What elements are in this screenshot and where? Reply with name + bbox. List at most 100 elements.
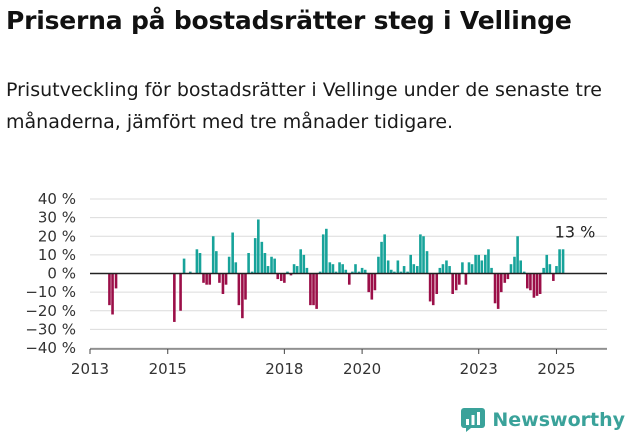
bar: [111, 273, 114, 315]
x-tick-label: 2020: [343, 360, 381, 378]
newsworthy-logo: Newsworthy: [460, 407, 625, 433]
bar: [425, 251, 429, 274]
bar: [173, 273, 176, 322]
bar: [334, 271, 338, 274]
bar: [331, 264, 335, 274]
bar: [545, 254, 549, 274]
bar: [393, 271, 396, 274]
bar: [253, 238, 257, 274]
bar: [286, 271, 289, 274]
y-tick-label: −10 %: [25, 283, 76, 301]
bar: [351, 271, 354, 274]
bar: [548, 264, 552, 274]
bar: [409, 254, 412, 274]
x-tick-label: 2013: [71, 360, 109, 378]
y-tick-label: 10 %: [38, 246, 76, 264]
y-tick-label: −40 %: [25, 339, 76, 357]
bar: [522, 271, 526, 274]
bar: [402, 266, 406, 274]
bar: [257, 219, 260, 274]
bar: [241, 273, 244, 319]
bar: [202, 273, 205, 283]
bar: [542, 267, 545, 274]
y-tick-label: 40 %: [38, 190, 76, 208]
bar: [422, 236, 425, 274]
bar: [299, 249, 302, 274]
bar: [377, 256, 380, 274]
bar: [396, 260, 400, 274]
y-tick-label: −20 %: [25, 302, 76, 320]
bar: [457, 273, 461, 285]
bar: [250, 271, 254, 274]
bar: [344, 269, 348, 274]
bar: [208, 273, 212, 285]
bar: [289, 273, 293, 276]
bar: [445, 260, 448, 274]
bar: [198, 253, 202, 274]
bar: [357, 271, 361, 274]
bar: [338, 262, 341, 274]
bar: [561, 249, 565, 274]
bar: [360, 267, 364, 274]
bar: [263, 253, 267, 274]
y-tick-label: 30 %: [38, 209, 76, 227]
bar: [108, 273, 111, 306]
bar: [363, 269, 367, 274]
bar: [519, 260, 522, 274]
bar: [370, 273, 374, 300]
bar: [438, 267, 442, 274]
bar: [503, 273, 507, 283]
bar: [182, 258, 186, 274]
chart-subtitle: Prisutveckling för bostadsrätter i Velli…: [6, 79, 602, 133]
bar: [509, 264, 513, 274]
bar: [244, 273, 247, 300]
bar: [321, 234, 325, 274]
bar: [383, 234, 386, 274]
bar: [464, 273, 468, 285]
bar: [416, 266, 419, 274]
bar: [454, 273, 458, 291]
bar: [237, 273, 241, 306]
bar: [231, 232, 234, 274]
brand-name: Newsworthy: [492, 409, 625, 431]
bar: [532, 273, 536, 298]
bar: [188, 271, 192, 274]
bar: [312, 273, 315, 306]
bar: [496, 273, 500, 309]
bar: [205, 273, 208, 285]
bar: [224, 273, 228, 285]
bar: [292, 264, 296, 274]
last-value-annotation: 13 %: [555, 222, 596, 241]
bar: [218, 273, 221, 283]
bar: [325, 228, 328, 274]
chart-title: Priserna på bostadsrätter steg i Velling…: [6, 6, 572, 35]
bar: [506, 273, 510, 280]
bars: [108, 219, 565, 322]
bar: [419, 234, 422, 274]
bar: [555, 266, 558, 274]
bar: [315, 273, 318, 309]
bar: [283, 273, 286, 283]
bar: [441, 264, 445, 274]
bar: [386, 260, 390, 274]
bar: [305, 267, 309, 274]
bar: [448, 266, 451, 274]
x-tick-label: 2025: [537, 360, 575, 378]
bar: [490, 267, 493, 274]
bar: [538, 273, 542, 294]
bar: [347, 273, 351, 285]
bar: [487, 249, 490, 274]
bar: [526, 273, 529, 289]
bar: [435, 273, 439, 294]
bar: [211, 236, 215, 274]
bar: [266, 266, 270, 274]
bar: [309, 273, 312, 306]
bar: [399, 271, 403, 274]
y-tick-label: 20 %: [38, 227, 76, 245]
bar: [513, 256, 516, 274]
bar: [558, 249, 561, 274]
bar: [428, 273, 432, 302]
bar: [470, 264, 474, 274]
bar: [260, 241, 264, 274]
bar: [247, 253, 250, 274]
